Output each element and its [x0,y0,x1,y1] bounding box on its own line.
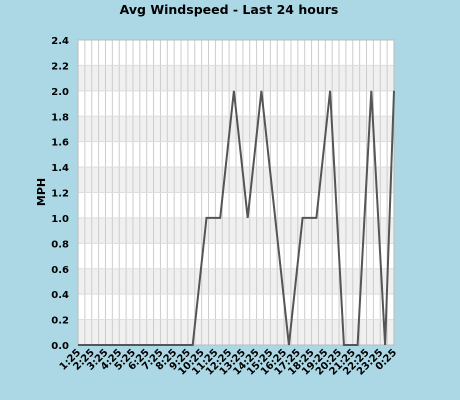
y-tick-label: 0.8 [51,239,69,250]
y-tick-label: 1.8 [51,112,69,123]
chart-title: Avg Windspeed - Last 24 hours [120,2,339,17]
plot-border [77,39,395,346]
y-tick-label: 2.2 [51,61,69,72]
plot-area: 0.00.20.40.60.81.01.21.41.61.82.02.22.41… [51,36,399,378]
y-tick-label: 1.2 [51,189,69,200]
y-tick-label: 0.2 [51,316,69,327]
y-tick-label: 2.4 [51,36,69,47]
y-tick-label: 1.0 [51,214,69,225]
series-line [78,90,395,346]
y-tick-label: 0.0 [51,341,69,352]
y-axis-label: MPH [35,178,48,206]
y-tick-label: 0.6 [51,265,69,276]
y-tick-label: 1.4 [51,163,69,174]
y-tick-label: 0.4 [51,290,69,301]
y-tick-label: 1.6 [51,138,69,149]
y-tick-label: 2.0 [51,87,69,98]
